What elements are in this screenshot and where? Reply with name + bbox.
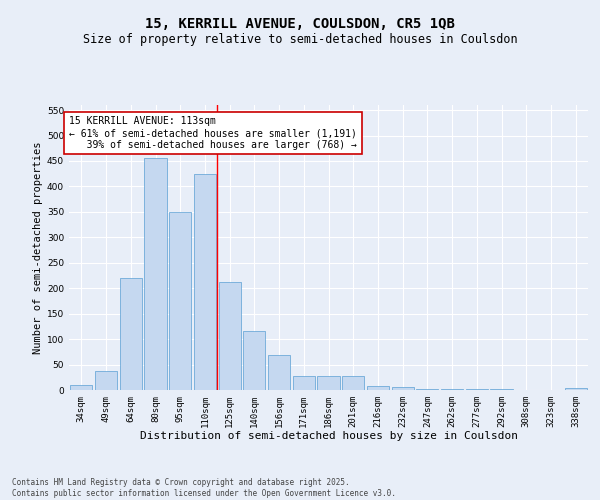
Bar: [416, 389, 439, 390]
Bar: [169, 212, 191, 390]
Text: 15, KERRILL AVENUE, COULSDON, CR5 1QB: 15, KERRILL AVENUE, COULSDON, CR5 1QB: [145, 18, 455, 32]
Bar: [565, 388, 587, 390]
Bar: [243, 332, 265, 390]
Bar: [145, 158, 167, 390]
Bar: [218, 282, 241, 390]
Bar: [268, 356, 290, 390]
Bar: [194, 174, 216, 390]
X-axis label: Distribution of semi-detached houses by size in Coulsdon: Distribution of semi-detached houses by …: [139, 432, 517, 442]
Y-axis label: Number of semi-detached properties: Number of semi-detached properties: [33, 141, 43, 354]
Bar: [367, 386, 389, 390]
Bar: [392, 388, 414, 390]
Bar: [342, 376, 364, 390]
Bar: [95, 370, 117, 390]
Bar: [70, 385, 92, 390]
Bar: [293, 376, 315, 390]
Text: Contains HM Land Registry data © Crown copyright and database right 2025.
Contai: Contains HM Land Registry data © Crown c…: [12, 478, 396, 498]
Bar: [119, 278, 142, 390]
Text: 15 KERRILL AVENUE: 113sqm
← 61% of semi-detached houses are smaller (1,191)
   3: 15 KERRILL AVENUE: 113sqm ← 61% of semi-…: [69, 116, 357, 150]
Bar: [317, 376, 340, 390]
Text: Size of property relative to semi-detached houses in Coulsdon: Size of property relative to semi-detach…: [83, 32, 517, 46]
